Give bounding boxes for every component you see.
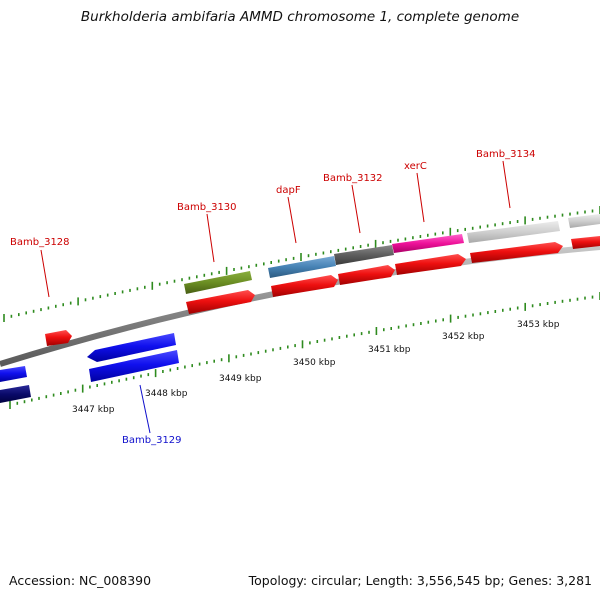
scale-tick-label: 3451 kbp [368,345,411,355]
cds-arrow-bamb-3128[interactable] [45,330,72,346]
cds-arrow-bamb-3132[interactable] [338,265,395,285]
gene-label-bamb-3130[interactable]: Bamb_3130 [177,202,237,213]
scale-tick-label: 3449 kbp [219,374,262,384]
gene-label-bamb-3132[interactable]: Bamb_3132 [323,173,383,184]
gene-arrow-xerc[interactable] [392,234,464,253]
scale-tick-label: 3448 kbp [145,389,188,399]
cds-arrow-bamb-3130[interactable] [186,290,255,314]
cds-arrow-partial-right[interactable] [571,236,600,249]
gene-label-bamb-3134[interactable]: Bamb_3134 [476,149,536,160]
genome-summary-text: Topology: circular; Length: 3,556,545 bp… [248,573,592,588]
scale-tick-label: 3447 kbp [72,405,115,415]
gene-label-dapf[interactable]: dapF [276,185,301,196]
leader-lines [40,160,511,434]
gene-arrow-partial-right[interactable] [568,214,600,228]
map-title: Burkholderia ambifaria AMMD chromosome 1… [80,9,520,25]
cds-arrow-partial-left[interactable] [0,385,31,403]
gene-arrow-bamb-3134[interactable] [467,221,560,243]
accession-text: Accession: NC_008390 [9,573,152,588]
gene-features [0,214,600,403]
gene-arrow-bamb-3132[interactable] [334,245,394,265]
gene-label-bamb-3128[interactable]: Bamb_3128 [10,237,70,248]
gene-label-xerc[interactable]: xerC [404,161,427,172]
cds-arrow-xerc[interactable] [395,254,466,275]
scale-tick-label: 3450 kbp [293,358,336,368]
tick-row-outer [3,206,600,322]
gene-arrow-dapf[interactable] [268,256,336,278]
cds-arrow-dapf[interactable] [271,275,338,297]
scale-labels: 3447 kbp 3448 kbp 3449 kbp 3450 kbp 3451… [72,320,560,415]
gene-label-bamb-3129[interactable]: Bamb_3129 [122,435,182,446]
gene-arrow-bamb-3130[interactable] [184,271,252,294]
scale-tick-label: 3453 kbp [517,320,560,330]
gene-labels: Bamb_3128 Bamb_3130 dapF Bamb_3132 xerC … [10,149,536,446]
cds-arrow-bamb-3129[interactable] [89,350,179,382]
gene-arrow-bamb-3129[interactable] [87,333,176,362]
tick-row-inner [9,292,600,409]
gene-arrow-partial-left[interactable] [0,366,27,382]
cds-arrow-bamb-3134[interactable] [470,242,563,263]
scale-tick-label: 3452 kbp [442,332,485,342]
